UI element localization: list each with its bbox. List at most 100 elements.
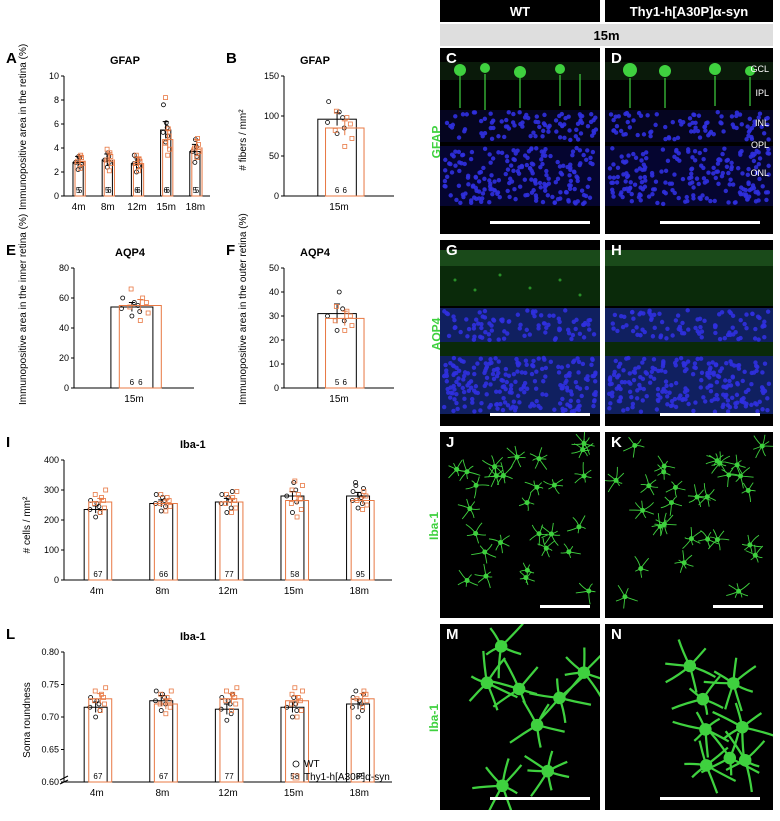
- scalebar-J: [540, 605, 590, 608]
- svg-text:15m: 15m: [284, 586, 303, 597]
- svg-text:0.60: 0.60: [41, 777, 59, 787]
- chart-F: 010203040505615m: [260, 264, 400, 412]
- svg-text:200: 200: [44, 515, 59, 525]
- svg-text:6: 6: [54, 119, 59, 129]
- image-H: [605, 240, 773, 426]
- svg-text:6: 6: [130, 378, 135, 387]
- svg-text:8: 8: [54, 95, 59, 105]
- scalebar-M: [490, 797, 590, 800]
- panel-label-E: E: [6, 242, 16, 259]
- image-D-svg: [605, 48, 773, 234]
- svg-text:6: 6: [343, 186, 348, 195]
- ylabel-L-text: Soma roundness: [22, 682, 33, 758]
- panel-label-D: D: [611, 50, 622, 67]
- svg-text:0.65: 0.65: [41, 745, 59, 755]
- svg-text:80: 80: [59, 263, 69, 273]
- ylabel-B: # fibers / mm²: [238, 85, 249, 195]
- svg-text:7: 7: [98, 570, 103, 579]
- ylabel-I-text: # cells / mm²: [22, 497, 33, 554]
- panel-label-I: I: [6, 434, 10, 451]
- layer-GCL: GCL: [750, 64, 769, 74]
- ylabel-A-text: Immunopositive area in the retina (%): [18, 44, 29, 210]
- svg-text:12m: 12m: [127, 202, 146, 213]
- svg-text:4: 4: [54, 143, 59, 153]
- title-L: Iba-1: [180, 631, 206, 643]
- sidelabel-Iba1-1: Iba-1: [427, 512, 441, 540]
- title-B: GFAP: [300, 55, 330, 67]
- svg-text:6: 6: [335, 186, 340, 195]
- chart-I: 0100200300400674m668m7712m5815m9518m: [40, 456, 398, 604]
- ylabel-F: Immunopositive area in the outer retina …: [238, 265, 249, 405]
- svg-text:20: 20: [269, 335, 279, 345]
- svg-text:150: 150: [264, 71, 279, 81]
- svg-text:7: 7: [164, 772, 169, 781]
- header-wt: WT: [440, 0, 600, 22]
- svg-text:4m: 4m: [90, 788, 104, 799]
- svg-text:15m: 15m: [156, 202, 175, 213]
- svg-text:18m: 18m: [186, 202, 205, 213]
- svg-text:12m: 12m: [218, 788, 237, 799]
- svg-text:7: 7: [229, 570, 234, 579]
- image-K: [605, 432, 773, 618]
- svg-text:50: 50: [269, 151, 279, 161]
- legend: WT Thy1-h[A30P]α-syn: [290, 758, 420, 798]
- svg-text:5: 5: [195, 186, 200, 195]
- svg-text:8m: 8m: [155, 586, 169, 597]
- svg-text:400: 400: [44, 455, 59, 465]
- svg-text:0.75: 0.75: [41, 680, 59, 690]
- svg-text:18m: 18m: [349, 586, 368, 597]
- svg-text:7: 7: [98, 772, 103, 781]
- header-thy: Thy1-h[A30P]α-syn: [605, 0, 773, 22]
- svg-text:0: 0: [274, 191, 279, 201]
- ylabel-E-text: Immunopositive area in the inner retina …: [18, 214, 29, 405]
- svg-text:4m: 4m: [90, 586, 104, 597]
- header-wt-text: WT: [510, 4, 530, 19]
- svg-text:15m: 15m: [124, 394, 143, 405]
- svg-text:6: 6: [166, 186, 171, 195]
- svg-text:60: 60: [59, 293, 69, 303]
- panel-label-M: M: [446, 626, 459, 643]
- ylabel-E: Immunopositive area in the inner retina …: [18, 265, 29, 405]
- svg-text:300: 300: [44, 485, 59, 495]
- scalebar-K: [713, 605, 763, 608]
- svg-text:40: 40: [59, 323, 69, 333]
- svg-text:6: 6: [136, 186, 141, 195]
- svg-text:6: 6: [164, 570, 169, 579]
- svg-text:4m: 4m: [72, 202, 86, 213]
- layer-INL: INL: [755, 118, 769, 128]
- panel-label-A: A: [6, 50, 17, 67]
- panel-label-K: K: [611, 434, 622, 451]
- layer-ONL: ONL: [750, 168, 769, 178]
- image-C-svg: [440, 48, 600, 234]
- ylabel-F-text: Immunopositive area in the outer retina …: [238, 213, 249, 405]
- svg-text:8m: 8m: [101, 202, 115, 213]
- chart-E: 0204060806615m: [50, 264, 200, 412]
- ylabel-L: Soma roundness: [22, 665, 33, 775]
- chart-B: 0501001506615m: [260, 72, 400, 220]
- panel-label-F: F: [226, 242, 235, 259]
- legend-thy: Thy1-h[A30P]α-syn: [304, 772, 390, 783]
- panel-label-N: N: [611, 626, 622, 643]
- svg-text:6: 6: [107, 186, 112, 195]
- svg-text:2: 2: [54, 167, 59, 177]
- svg-text:7: 7: [229, 772, 234, 781]
- svg-text:100: 100: [44, 545, 59, 555]
- scalebar-D: [660, 221, 760, 224]
- layer-IPL: IPL: [755, 88, 769, 98]
- panel-label-B: B: [226, 50, 237, 67]
- svg-text:8m: 8m: [155, 788, 169, 799]
- title-I: Iba-1: [180, 439, 206, 451]
- title-F: AQP4: [300, 247, 330, 259]
- svg-text:6: 6: [138, 378, 143, 387]
- ylabel-B-text: # fibers / mm²: [238, 109, 249, 170]
- image-D: GCL IPL INL OPL ONL: [605, 48, 773, 234]
- svg-text:0: 0: [64, 383, 69, 393]
- header-time-text: 15m: [593, 28, 619, 43]
- svg-text:15m: 15m: [329, 394, 348, 405]
- image-J: [440, 432, 600, 618]
- svg-text:0: 0: [54, 191, 59, 201]
- scalebar-C: [490, 221, 590, 224]
- svg-text:12m: 12m: [218, 586, 237, 597]
- svg-text:5: 5: [335, 378, 340, 387]
- svg-text:10: 10: [269, 359, 279, 369]
